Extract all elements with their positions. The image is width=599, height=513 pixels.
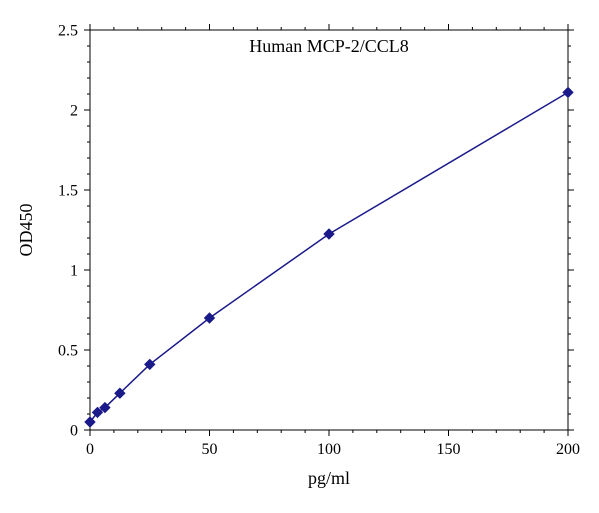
x-tick-label: 100: [317, 441, 341, 458]
x-axis-label: pg/ml: [308, 468, 350, 488]
x-tick-label: 150: [437, 441, 461, 458]
y-tick-label: 2.5: [58, 22, 78, 39]
series-marker: [563, 87, 573, 97]
series-marker: [324, 229, 334, 239]
y-tick-label: 1: [70, 262, 78, 279]
y-axis-label: OD450: [16, 204, 36, 257]
x-tick-label: 0: [86, 441, 94, 458]
y-tick-label: 0: [70, 422, 78, 439]
y-tick-label: 2: [70, 102, 78, 119]
chart-container: 0 50 100 150 200 0 0.5 1 1.5 2 2.5 Human MCP-2/CCL8…: [0, 0, 599, 513]
chart-svg: 0 50 100 150 200 0 0.5 1 1.5 2 2.5 Human MCP-2/CCL8…: [0, 0, 599, 513]
series-line: [90, 92, 568, 422]
y-tick-label: 0.5: [58, 342, 78, 359]
x-tick-label: 200: [556, 441, 580, 458]
y-tick-label: 1.5: [58, 182, 78, 199]
x-tick-label: 50: [202, 441, 218, 458]
chart-title: Human MCP-2/CCL8: [249, 36, 409, 56]
